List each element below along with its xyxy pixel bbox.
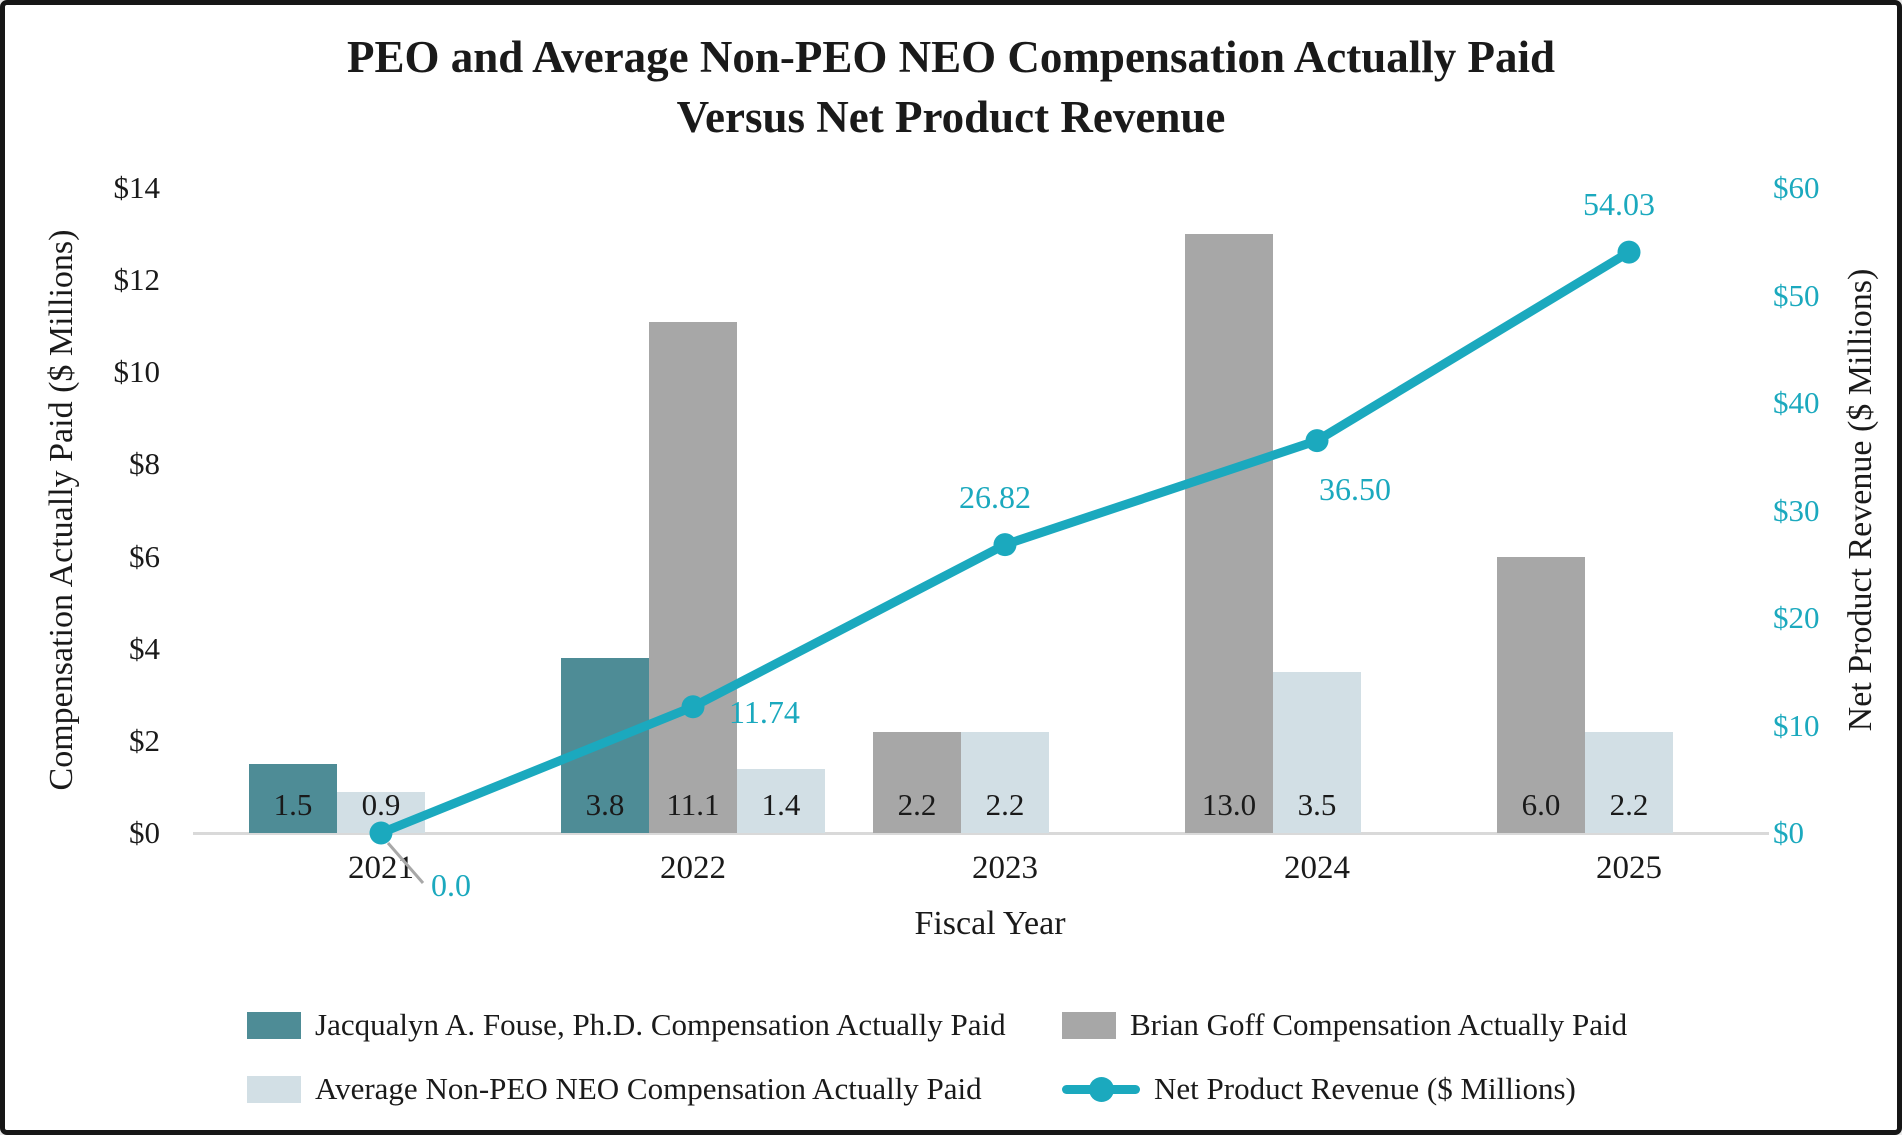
line-data-label: 54.03 bbox=[1583, 186, 1655, 223]
bar-value-label: 13.0 bbox=[1201, 787, 1257, 822]
left-tick-label: $4 bbox=[129, 630, 160, 666]
bar-value-label: 0.9 bbox=[361, 787, 401, 822]
bar-value-label: 2.2 bbox=[985, 787, 1025, 822]
legend-swatch bbox=[247, 1011, 301, 1039]
x-tick-label: 2022 bbox=[660, 850, 726, 886]
bar bbox=[249, 763, 337, 833]
legend-label: Average Non-PEO NEO Compensation Actuall… bbox=[315, 1071, 982, 1106]
legend-line-marker-glyph bbox=[1062, 1076, 1140, 1103]
legend-label: Brian Goff Compensation Actually Paid bbox=[1130, 1007, 1628, 1042]
chart-legend: Jacqualyn A. Fouse, Ph.D. Compensation A… bbox=[247, 1005, 1627, 1109]
bar-value-label: 2.2 bbox=[1609, 787, 1649, 822]
right-tick-label: $40 bbox=[1773, 385, 1820, 420]
bar bbox=[649, 321, 737, 833]
legend-item: Brian Goff Compensation Actually Paid bbox=[1062, 1005, 1627, 1045]
bar-value-label: 3.8 bbox=[585, 787, 625, 822]
x-tick-label: 2025 bbox=[1596, 850, 1662, 886]
chart-title-line-2: Versus Net Product Revenue bbox=[676, 92, 1226, 142]
left-tick-label: $6 bbox=[129, 538, 160, 574]
left-tick-label: $12 bbox=[113, 262, 161, 298]
line-data-label: 26.82 bbox=[959, 478, 1031, 515]
bar-value-label: 11.1 bbox=[666, 787, 720, 822]
line-point-marker bbox=[1305, 429, 1329, 453]
line-point-marker bbox=[993, 533, 1017, 557]
right-tick-label: $60 bbox=[1773, 170, 1820, 205]
bar-value-label: 6.0 bbox=[1521, 787, 1561, 822]
bar-value-label: 1.5 bbox=[273, 787, 313, 822]
x-tick-label: 2024 bbox=[1284, 850, 1350, 886]
left-axis-title: Compensation Actually Paid ($ Millions) bbox=[43, 229, 80, 791]
line-data-label: 11.74 bbox=[729, 693, 800, 730]
legend-label: Net Product Revenue ($ Millions) bbox=[1154, 1071, 1576, 1106]
left-tick-label: $14 bbox=[113, 170, 161, 205]
left-tick-label: $10 bbox=[113, 354, 161, 390]
x-axis-title: Fiscal Year bbox=[914, 905, 1066, 942]
legend-dot bbox=[1089, 1076, 1114, 1102]
left-tick-label: $0 bbox=[129, 815, 160, 850]
x-tick-label: 2023 bbox=[972, 850, 1038, 886]
x-tick-label: 2021 bbox=[348, 850, 414, 886]
bar-value-label: 1.4 bbox=[761, 787, 801, 822]
bar-value-label: 3.5 bbox=[1297, 787, 1337, 822]
right-tick-label: $20 bbox=[1773, 600, 1820, 635]
bar bbox=[1185, 234, 1273, 833]
line-data-label: 0.0 bbox=[431, 867, 471, 903]
right-tick-label: $10 bbox=[1773, 707, 1820, 743]
legend-item: Jacqualyn A. Fouse, Ph.D. Compensation A… bbox=[247, 1005, 1062, 1045]
chart-title-line-1: PEO and Average Non-PEO NEO Compensation… bbox=[347, 32, 1555, 82]
legend-label: Jacqualyn A. Fouse, Ph.D. Compensation A… bbox=[315, 1007, 1006, 1042]
legend-swatch bbox=[247, 1075, 301, 1103]
legend-item: Average Non-PEO NEO Compensation Actuall… bbox=[247, 1069, 1062, 1109]
legend-swatch bbox=[1062, 1011, 1116, 1039]
right-tick-label: $50 bbox=[1773, 277, 1820, 313]
right-axis-title: Net Product Revenue ($ Millions) bbox=[1842, 268, 1879, 732]
left-tick-label: $8 bbox=[129, 446, 160, 482]
legend-item: Net Product Revenue ($ Millions) bbox=[1062, 1069, 1627, 1109]
right-tick-label: $30 bbox=[1773, 492, 1820, 528]
line-data-label: 36.50 bbox=[1319, 470, 1391, 507]
revenue-line-layer bbox=[369, 240, 1641, 884]
line-point-marker bbox=[1617, 240, 1641, 264]
left-tick-label: $2 bbox=[129, 722, 160, 758]
bar-value-label: 2.2 bbox=[897, 787, 937, 822]
right-tick-label: $0 bbox=[1773, 815, 1804, 850]
